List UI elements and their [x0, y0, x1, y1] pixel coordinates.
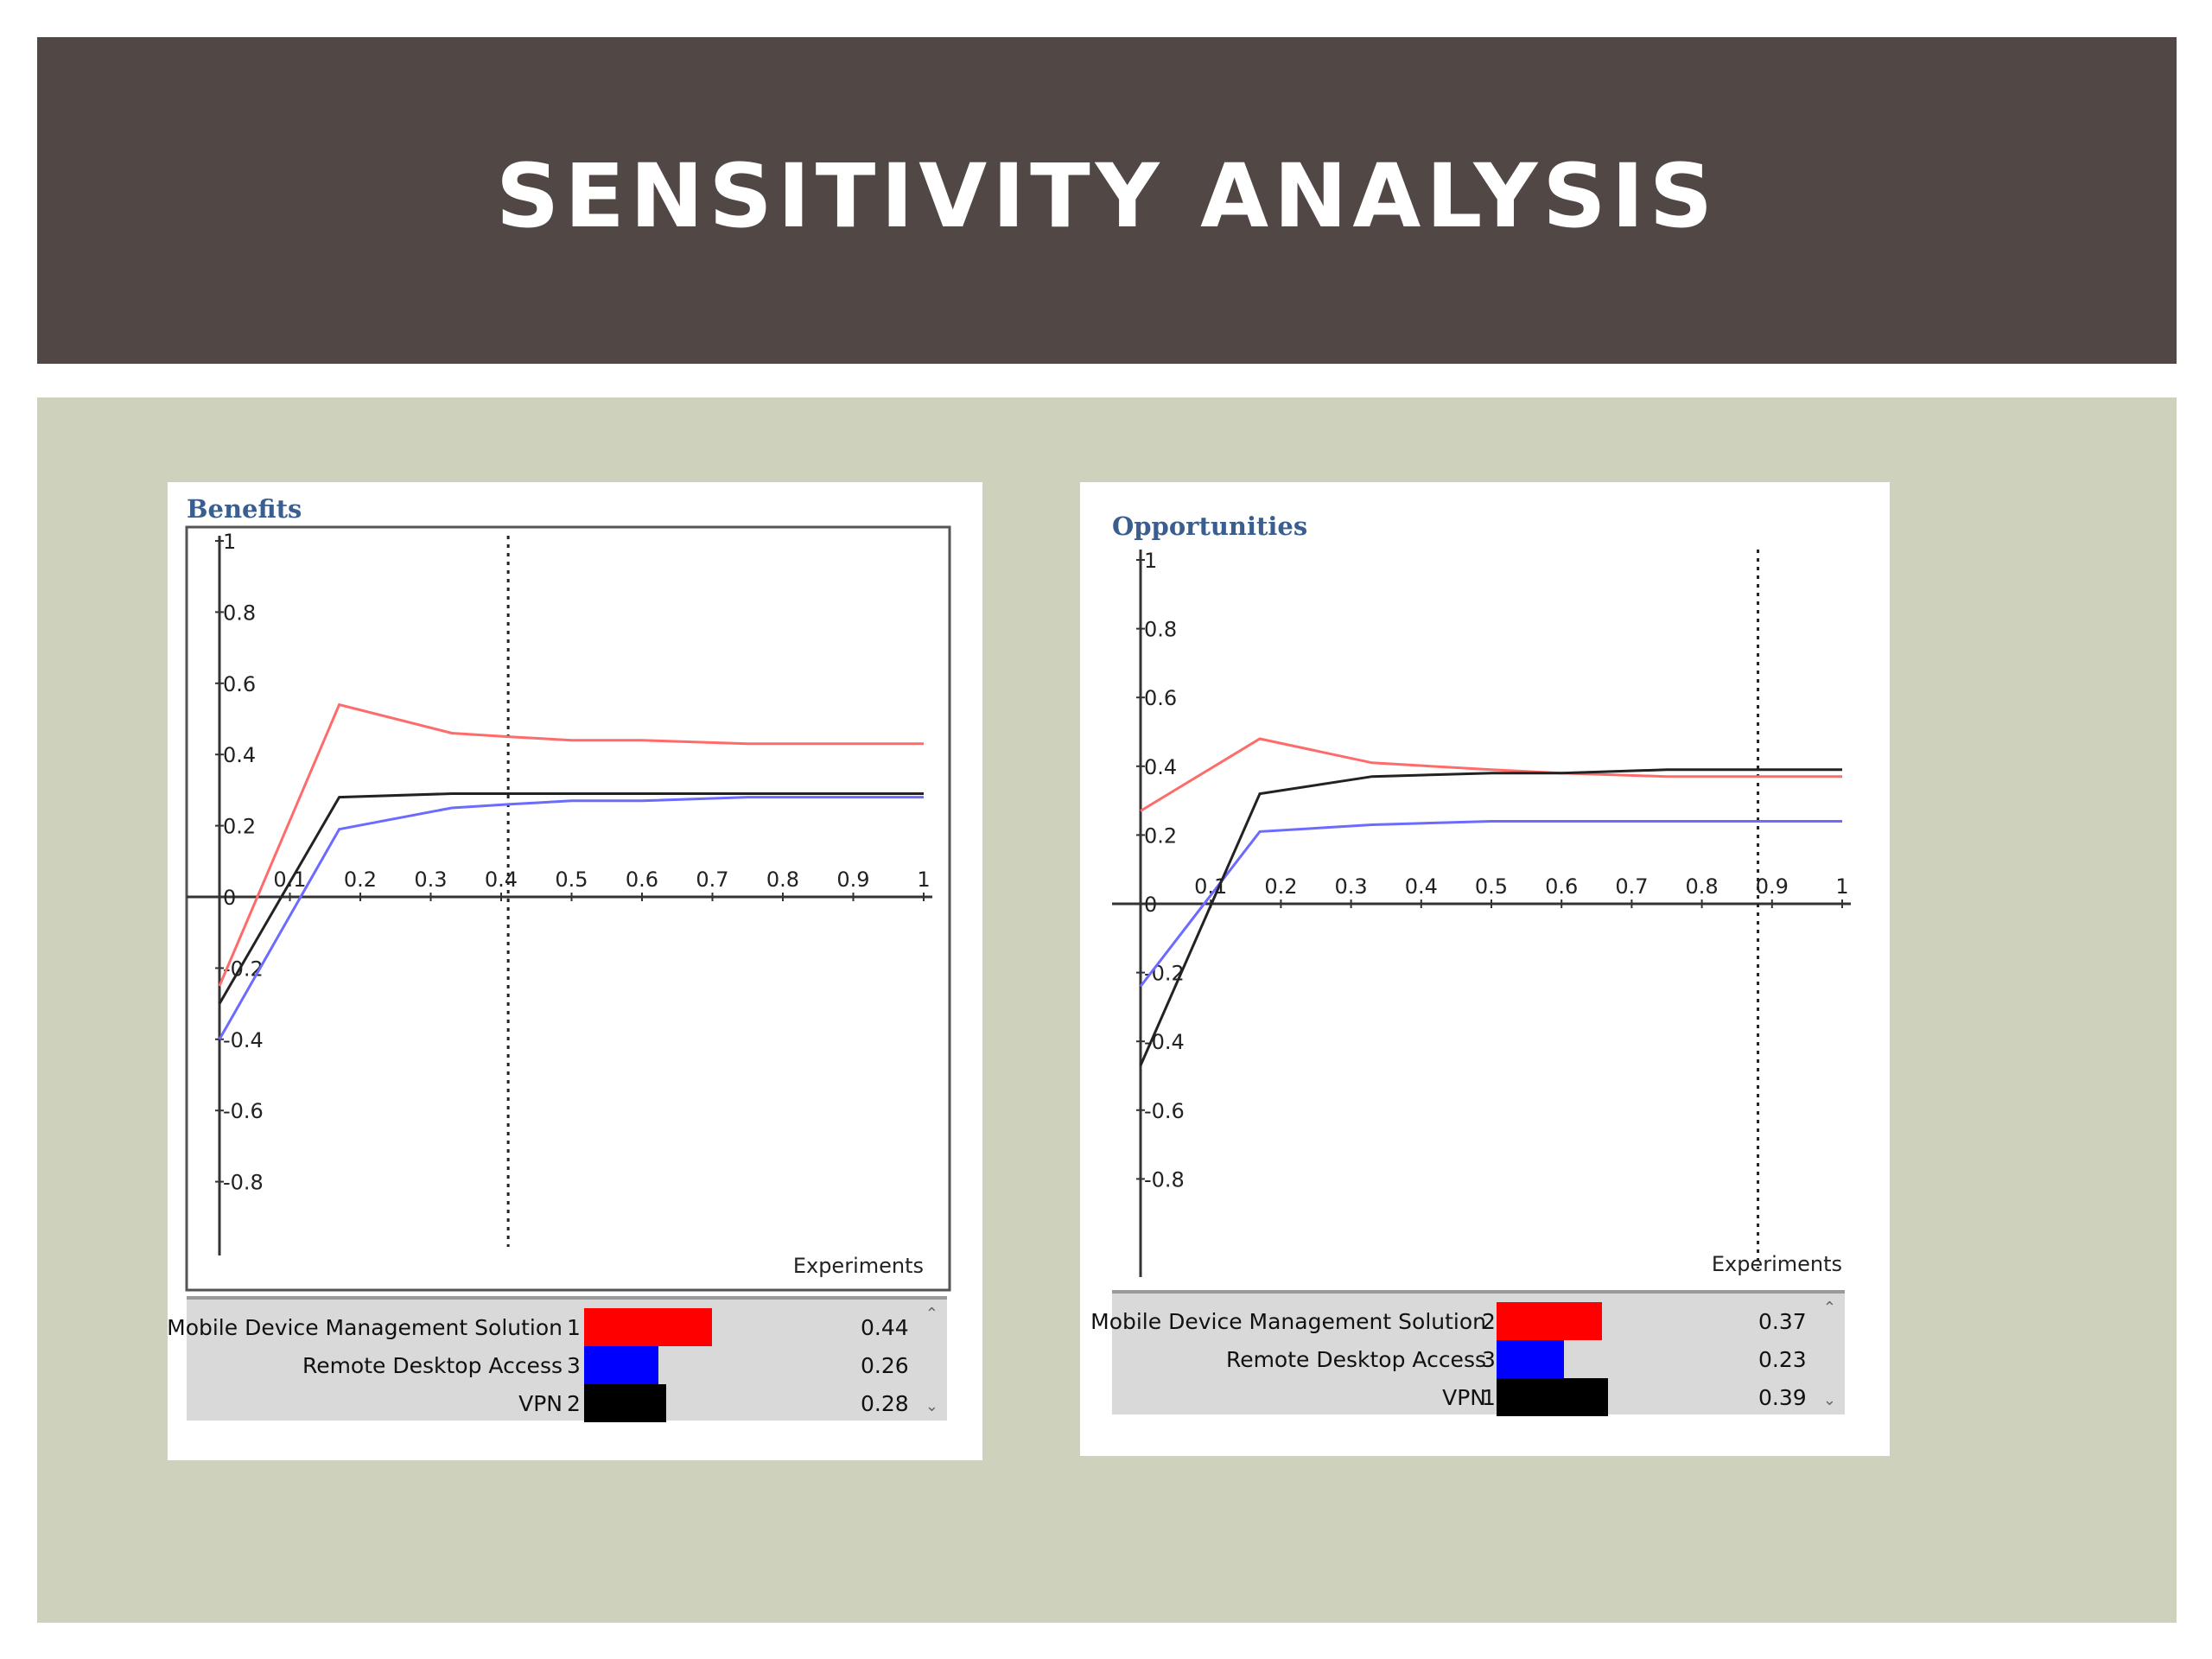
y-tick-label: 0.6 [1144, 686, 1177, 710]
x-tick-label: 0.2 [344, 868, 377, 892]
x-tick-label: 0.6 [626, 868, 658, 892]
legend-value: 0.44 [861, 1315, 912, 1340]
x-tick-label: 0.6 [1545, 874, 1578, 899]
legend-name: Mobile Device Management Solution [1090, 1309, 1486, 1334]
legend-name: Remote Desktop Access [1225, 1347, 1486, 1372]
scroll-up-icon[interactable]: ⌃ [925, 1305, 938, 1323]
legend-bar [1497, 1302, 1602, 1340]
y-tick-label: -0.4 [223, 1028, 264, 1052]
legend-rank: 2 [567, 1391, 581, 1416]
series-line [1139, 768, 1842, 1066]
x-tick-label: 0.4 [485, 868, 518, 892]
y-tick-label: 0 [1144, 893, 1157, 917]
legend-value: 0.37 [1758, 1309, 1810, 1334]
y-tick-label: 0.2 [223, 815, 256, 839]
x-axis-label: Experiments [1712, 1252, 1842, 1276]
y-tick-label: 1 [1144, 549, 1157, 573]
series-line [1140, 737, 1842, 812]
legend-rank: 2 [1482, 1309, 1496, 1334]
legend-row: Mobile Device Management Solution 2 0.37 [1090, 1302, 1845, 1340]
x-tick-label: 0.7 [696, 868, 728, 892]
x-tick-label: 0.4 [1405, 874, 1438, 899]
series-line [1139, 820, 1842, 988]
legend-value: 0.28 [861, 1391, 912, 1416]
series-line [218, 702, 924, 987]
y-tick-label: -0.8 [223, 1171, 264, 1195]
legend-value: 0.39 [1758, 1385, 1810, 1410]
benefits-panel: Benefits 1 0.8 0.6 0.4 0.2 0 -0.2 -0.4 -0.6 -0.8 0… [167, 482, 982, 1460]
benefits-chart-title: Benefits [187, 494, 302, 524]
x-tick-label: 0.5 [1475, 874, 1508, 899]
y-tick-label: 1 [223, 530, 236, 554]
x-tick-label: 0.8 [1686, 874, 1719, 899]
opportunities-legend: Mobile Device Management Solution 2 0.37… [1090, 1290, 1845, 1416]
y-tick-label: 0 [223, 886, 236, 910]
y-tick-label: 0.4 [223, 743, 256, 767]
x-axis-label: Experiments [793, 1254, 924, 1278]
legend-rank: 1 [567, 1315, 581, 1340]
x-tick-label: 0.2 [1264, 874, 1297, 899]
legend-rank: 1 [1482, 1385, 1496, 1410]
series-line [218, 792, 924, 1005]
slide-title: SENSITIVITY ANALYSIS [495, 144, 1719, 248]
y-tick-label: 0.6 [223, 672, 256, 696]
legend-row: VPN 2 0.28 [187, 1384, 947, 1422]
legend-rank: 3 [1482, 1347, 1496, 1372]
title-band: SENSITIVITY ANALYSIS [37, 37, 2177, 364]
opportunities-chart: 10.80.60.40.20-0.2-0.4-0.6-0.80.1 0.2 0.3 0… [1112, 549, 1851, 1277]
benefits-legend: Mobile Device Management Solution 1 0.44… [167, 1296, 947, 1422]
legend-bar [584, 1346, 658, 1384]
legend-name: VPN [1442, 1385, 1486, 1410]
x-tick-label: 1 [1835, 874, 1848, 899]
x-tick-label: 0.9 [836, 868, 869, 892]
legend-name: VPN [518, 1391, 563, 1416]
legend-row: VPN 1 0.39 [1112, 1378, 1845, 1416]
series-line [218, 796, 924, 1040]
x-tick-label: 1 [917, 868, 930, 892]
benefits-chart: 10.80.60.40.20-0.2-0.4-0.6-0.80.1 0.2 0.3 0… [185, 525, 951, 1292]
scroll-down-icon[interactable]: ⌄ [925, 1397, 938, 1415]
legend-rank: 3 [567, 1353, 581, 1378]
x-tick-label: 0.5 [555, 868, 588, 892]
x-tick-label: 0.3 [1335, 874, 1368, 899]
legend-name: Remote Desktop Access [302, 1353, 563, 1378]
y-tick-label: 0.8 [1144, 618, 1177, 642]
scroll-up-icon[interactable]: ⌃ [1822, 1299, 1836, 1317]
y-tick-label: -0.6 [223, 1099, 264, 1123]
x-tick-label: 0.1 [273, 868, 306, 892]
x-tick-label: 0.9 [1756, 874, 1789, 899]
x-tick-label: 0.7 [1615, 874, 1648, 899]
y-tick-label: 0.8 [223, 601, 256, 625]
plot-frame [185, 525, 951, 1292]
y-tick-label: -0.6 [1144, 1099, 1185, 1123]
y-tick-label: 0.2 [1144, 823, 1177, 848]
legend-bar [584, 1384, 666, 1422]
y-tick-label: 0.4 [1144, 755, 1177, 779]
legend-name: Mobile Device Management Solution [167, 1315, 563, 1340]
legend-bar [1497, 1340, 1564, 1378]
legend-bar [584, 1308, 712, 1346]
opportunities-chart-title: Opportunities [1112, 512, 1308, 541]
x-tick-label: 0.8 [766, 868, 799, 892]
x-tick-label: 0.3 [414, 868, 447, 892]
scroll-down-icon[interactable]: ⌄ [1822, 1391, 1836, 1409]
legend-row: Remote Desktop Access 3 0.23 [1112, 1340, 1845, 1378]
y-tick-label: -0.8 [1144, 1167, 1185, 1192]
legend-bar [1497, 1378, 1608, 1416]
legend-value: 0.23 [1758, 1347, 1810, 1372]
legend-value: 0.26 [861, 1353, 912, 1378]
legend-row: Remote Desktop Access 3 0.26 [187, 1346, 947, 1384]
opportunities-panel: Opportunities 1 0.8 0.6 0.4 0.2 0 -0.2 -0.4 -0.6… [1080, 482, 1890, 1456]
legend-row: Mobile Device Management Solution 1 0.44 [167, 1308, 947, 1346]
